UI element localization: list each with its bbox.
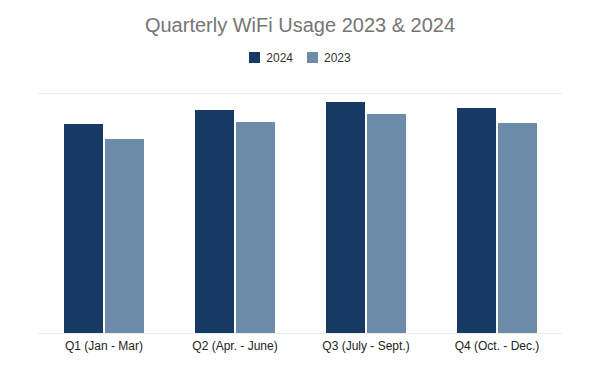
svg-text:Q3 (July - Sept.): Q3 (July - Sept.) bbox=[322, 339, 409, 353]
html-text:Quarterly WiFi Usage 2023 & 20: Quarterly WiFi Usage 2023 & 2024 bbox=[144, 14, 456, 36]
svg-text:Q1 (Jan - Mar): Q1 (Jan - Mar) bbox=[65, 339, 143, 353]
html-text:2024: 2024 bbox=[266, 50, 293, 65]
svg-text:Q4 (Oct. - Dec.): Q4 (Oct. - Dec.) bbox=[455, 339, 540, 353]
svg-text:Q2 (Apr. - June): Q2 (Apr. - June) bbox=[192, 339, 277, 353]
html-text:2023: 2023 bbox=[324, 50, 351, 65]
